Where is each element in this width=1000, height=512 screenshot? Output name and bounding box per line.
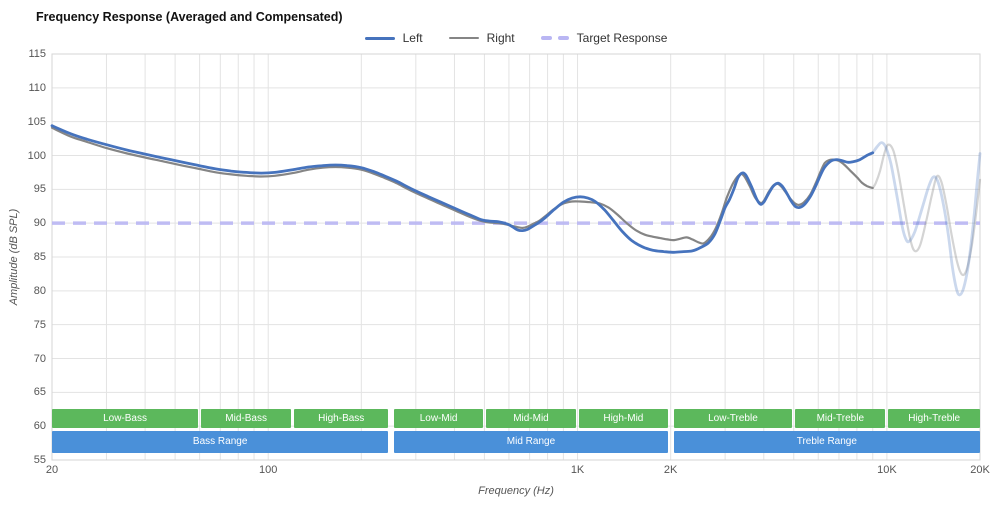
- legend-label-right: Right: [486, 31, 515, 45]
- y-tick-label: 90: [33, 217, 46, 230]
- x-tick-label: 20K: [970, 464, 990, 476]
- legend: Left Right Target Response: [52, 30, 980, 46]
- y-tick-label: 80: [33, 284, 46, 297]
- y-tick-label: 110: [28, 81, 46, 94]
- chart-title: Frequency Response (Averaged and Compens…: [36, 10, 343, 24]
- band-high-treble: High-Treble: [888, 409, 980, 428]
- legend-item-left[interactable]: Left: [364, 31, 423, 45]
- x-tick-label: 10K: [877, 464, 897, 476]
- y-tick-label: 115: [28, 48, 46, 60]
- x-axis-title: Frequency (Hz): [478, 485, 554, 497]
- x-tick-label: 1K: [570, 464, 585, 476]
- y-tick-label: 55: [33, 454, 46, 466]
- y-tick-label: 95: [33, 183, 46, 196]
- range-bass-range: Bass Range: [52, 431, 389, 453]
- legend-item-right[interactable]: Right: [448, 31, 515, 45]
- x-tick-label: 20: [45, 464, 59, 476]
- band-low-treble: Low-Treble: [673, 409, 793, 428]
- band-mid-mid: Mid-Mid: [485, 409, 577, 428]
- series-right: [50, 126, 874, 245]
- band-high-mid: High-Mid: [579, 409, 668, 428]
- legend-label-left: Left: [402, 31, 423, 45]
- band-low-mid: Low-Mid: [394, 409, 483, 428]
- x-tick-label: 2K: [663, 464, 678, 476]
- range-treble-range: Treble Range: [673, 431, 980, 453]
- series-left-faded-above-9-khz: [871, 141, 982, 297]
- left-line-swatch: [364, 36, 395, 40]
- y-tick-label: 70: [33, 352, 46, 365]
- band-mid-treble: Mid-Treble: [795, 409, 886, 428]
- y-axis-title: Amplitude (dB SPL): [8, 208, 20, 306]
- y-tick-label: 85: [33, 251, 46, 263]
- series-left: [50, 124, 875, 254]
- y-tick-label: 100: [27, 149, 46, 162]
- band-mid-bass: Mid-Bass: [201, 409, 292, 428]
- band-high-bass: High-Bass: [294, 409, 389, 428]
- legend-item-target-response[interactable]: Target Response: [540, 31, 668, 45]
- y-tick-label: 75: [33, 318, 46, 331]
- x-tick-label: 100: [259, 464, 278, 476]
- series-right-faded-above-9-khz: [871, 143, 982, 277]
- y-tick-label: 65: [33, 386, 46, 399]
- plot-border: [51, 53, 981, 461]
- right-line-swatch: [448, 37, 479, 39]
- y-tick-label: 105: [27, 115, 46, 128]
- y-tick-label: 60: [33, 420, 46, 433]
- range-mid-range: Mid Range: [394, 431, 668, 453]
- band-low-bass: Low-Bass: [52, 409, 199, 428]
- target-dashed-swatch: [540, 36, 569, 40]
- legend-label-target: Target Response: [576, 31, 668, 45]
